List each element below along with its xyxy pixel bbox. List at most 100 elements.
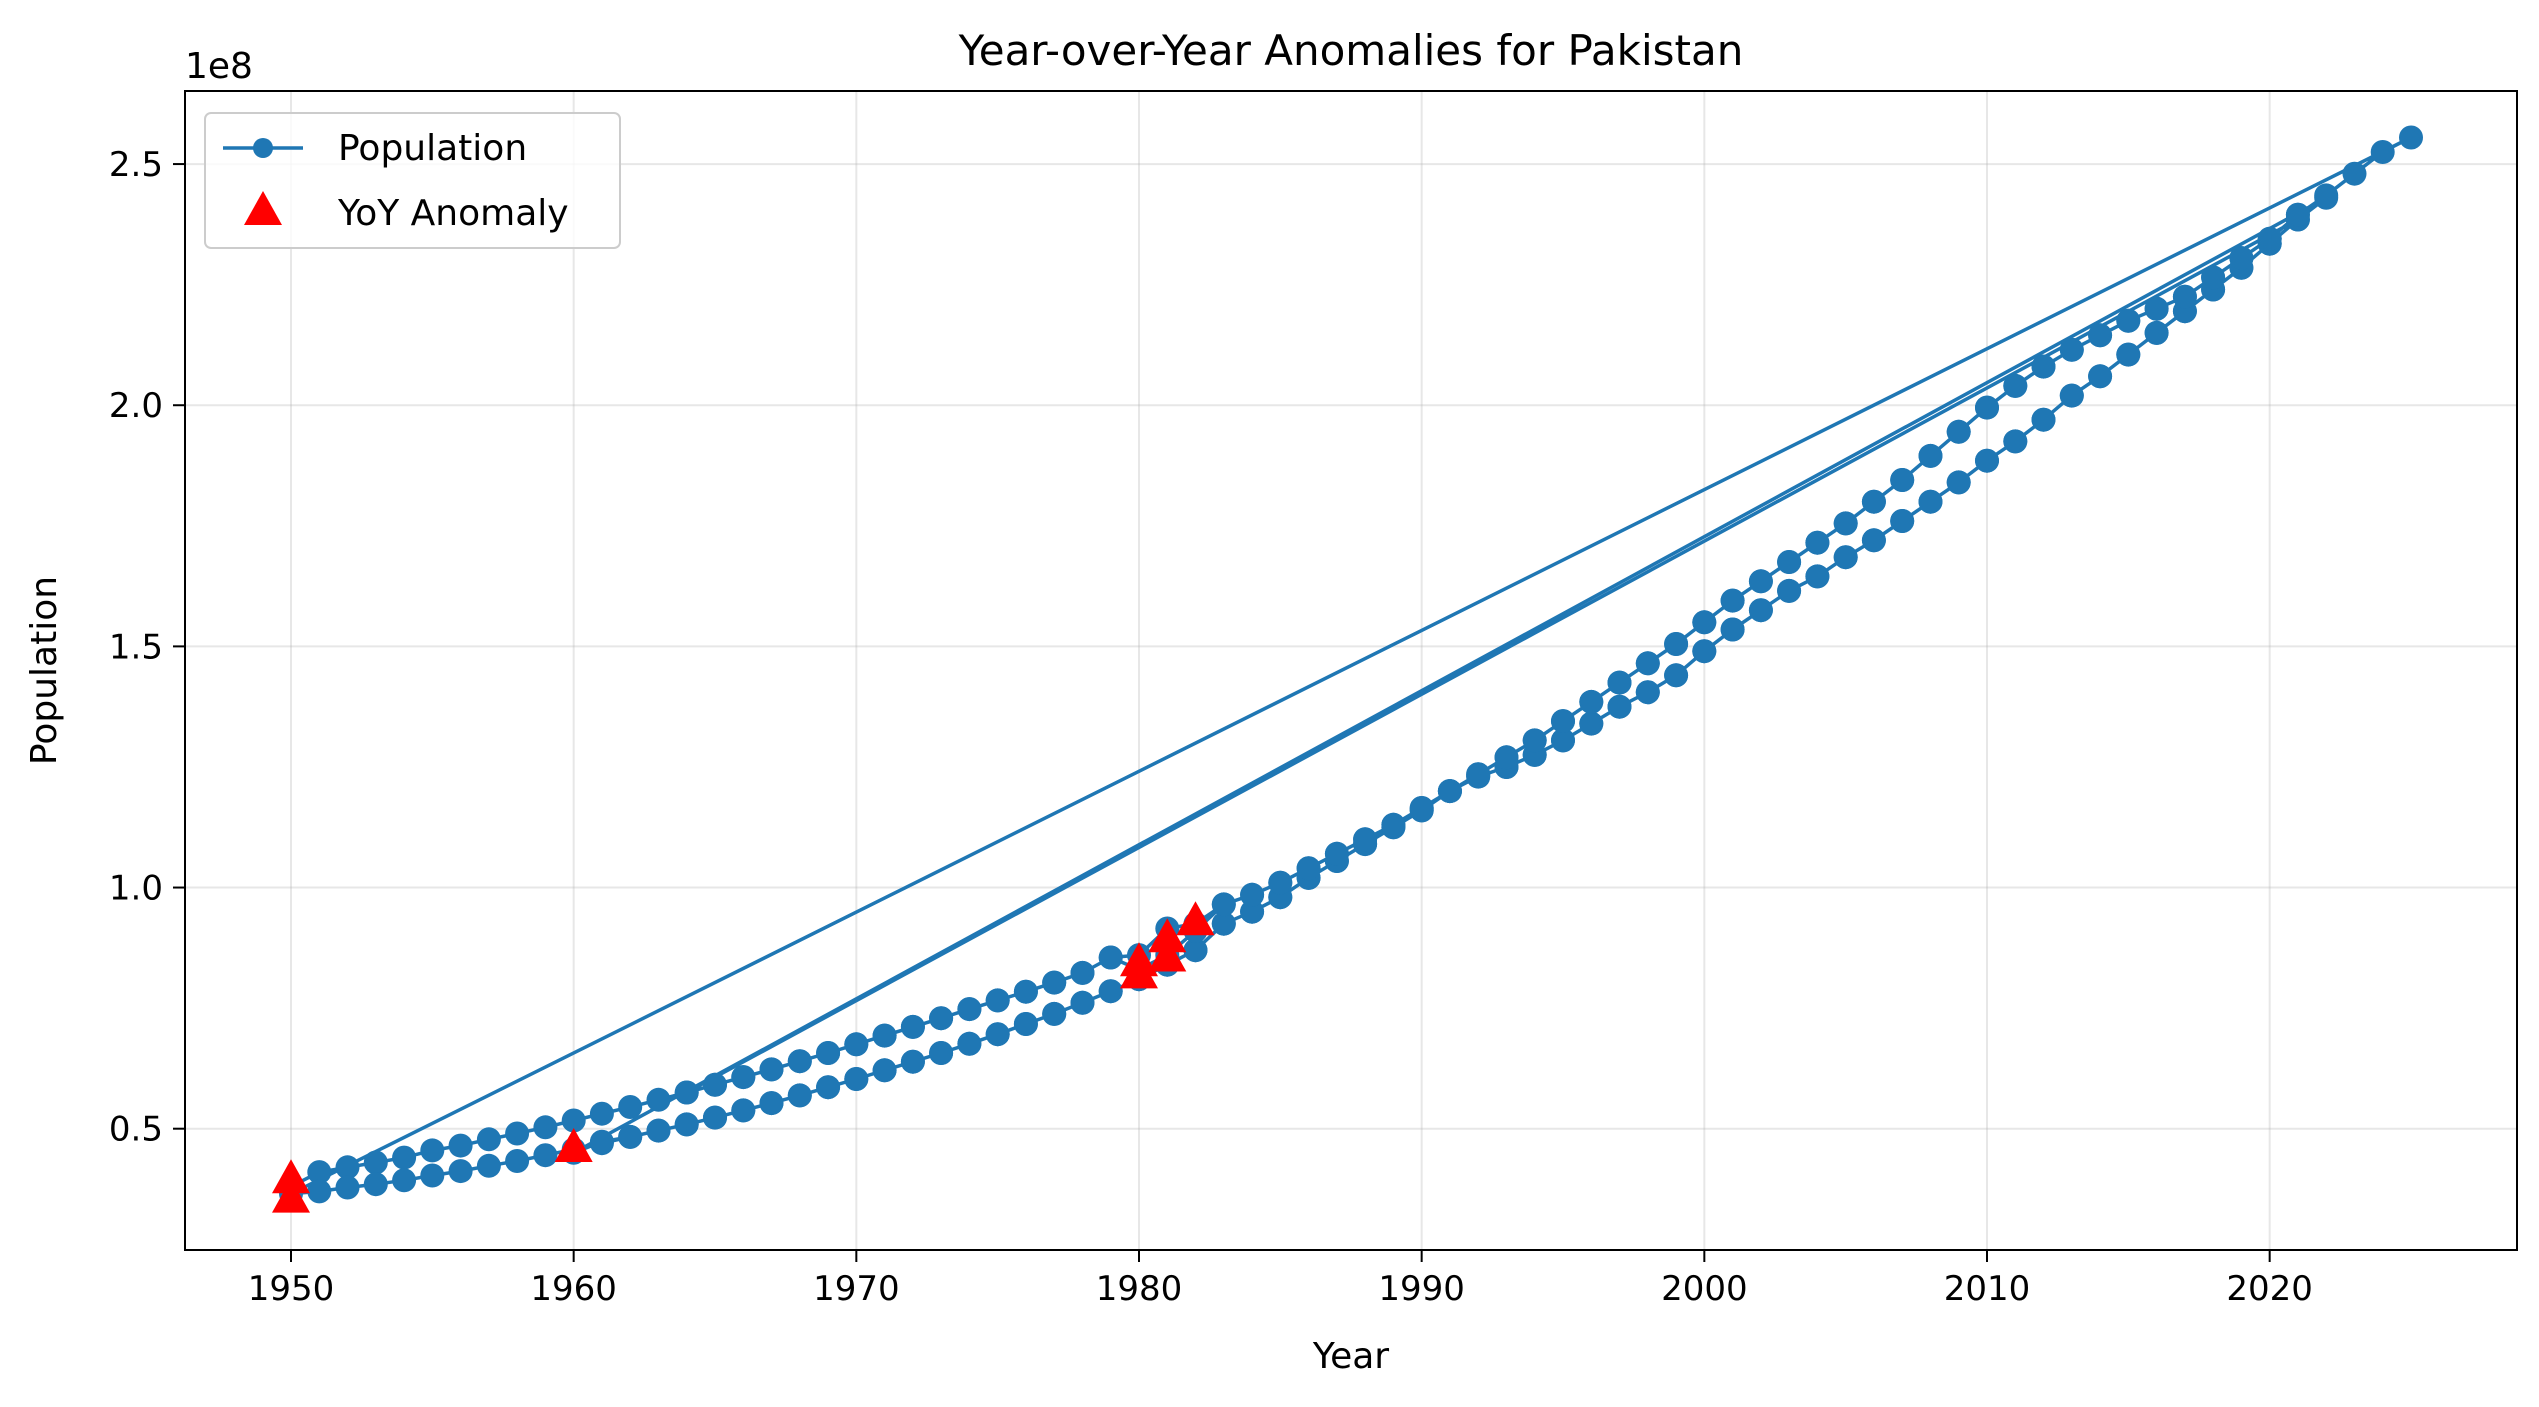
population-point <box>1946 470 1971 495</box>
population-point <box>1805 564 1830 589</box>
population-point <box>759 1091 784 1116</box>
population-point <box>872 1058 897 1083</box>
population-point <box>2031 407 2056 432</box>
population-point <box>1466 762 1491 787</box>
population-point <box>1975 395 1999 420</box>
anomaly-point <box>554 1128 593 1162</box>
population-point <box>307 1160 332 1185</box>
population-point <box>1494 745 1519 770</box>
population-point <box>363 1150 388 1175</box>
population-point <box>420 1138 445 1163</box>
population-point <box>2116 342 2141 367</box>
population-point <box>1240 882 1265 907</box>
population-point <box>2314 185 2339 210</box>
population-point <box>1805 530 1830 555</box>
population-point <box>1183 938 1208 963</box>
population-point <box>900 1014 925 1039</box>
population-point <box>674 1112 699 1137</box>
population-point <box>505 1121 530 1146</box>
population-point <box>392 1145 417 1170</box>
population-point <box>646 1118 671 1143</box>
population-point <box>1579 689 1604 714</box>
x-axis-label: Year <box>1312 1336 1389 1377</box>
population-point <box>731 1065 756 1090</box>
anomaly-point <box>272 1178 310 1213</box>
population-point <box>392 1168 417 1193</box>
population-point <box>1324 841 1349 866</box>
population-point <box>816 1041 841 1065</box>
population-point <box>1211 892 1236 917</box>
population-point <box>1890 468 1915 492</box>
population-point <box>1240 899 1265 924</box>
population-point <box>1070 990 1095 1015</box>
legend-anomaly-marker <box>244 191 282 225</box>
population-point <box>2003 429 2028 454</box>
y-axis-offset-label: 1e8 <box>185 46 253 87</box>
population-point <box>618 1124 643 1149</box>
anomaly-point <box>272 1159 310 1194</box>
population-point <box>2229 246 2254 271</box>
population-point <box>1437 779 1462 804</box>
population-point <box>533 1143 558 1168</box>
population-point <box>1861 489 1886 514</box>
population-point <box>1296 856 1321 881</box>
population-point <box>759 1057 784 1082</box>
population-point <box>2031 354 2056 379</box>
population-point <box>1777 550 1802 574</box>
population-point <box>2399 125 2423 150</box>
population-point <box>1098 979 1123 1004</box>
population-point <box>1042 970 1067 995</box>
population-point <box>1692 610 1717 635</box>
chart-title: Year-over-Year Anomalies for Pakistan <box>958 26 1744 75</box>
population-point <box>1890 509 1915 533</box>
x-tick-label: 1980 <box>1096 1269 1183 1309</box>
population-point <box>731 1098 756 1123</box>
population-point <box>1720 588 1745 613</box>
population-point <box>2285 202 2310 227</box>
population-point <box>2342 161 2367 186</box>
population-point <box>703 1105 727 1130</box>
population-point <box>561 1108 586 1133</box>
y-axis: 0.5 1.0 1.5 2.0 2.5 <box>109 145 185 1150</box>
population-point <box>1975 448 1999 473</box>
population-point <box>1579 711 1604 736</box>
population-point <box>1692 639 1717 664</box>
population-point <box>2144 296 2169 321</box>
population-point <box>476 1153 501 1178</box>
legend-box <box>204 112 621 249</box>
anomaly-markers <box>272 901 1215 1213</box>
anomaly-point <box>1148 918 1187 953</box>
population-point <box>363 1172 388 1197</box>
legend-label-population: Population <box>338 128 527 169</box>
y-tick-label: 2.0 <box>109 386 163 426</box>
x-tick-label: 1970 <box>813 1269 900 1309</box>
population-point <box>533 1115 558 1140</box>
population-point <box>2370 140 2395 164</box>
population-point <box>929 1041 954 1065</box>
y-tick-label: 0.5 <box>109 1110 163 1150</box>
population-point <box>1833 511 1858 536</box>
population-point <box>1946 419 1971 444</box>
x-tick-label: 1960 <box>530 1269 617 1309</box>
population-point <box>1664 632 1689 656</box>
legend-label-anomaly: YoY Anomaly <box>337 193 569 234</box>
population-point <box>2116 308 2141 333</box>
population-point <box>505 1149 530 1173</box>
population-point <box>1013 979 1038 1004</box>
population-point <box>844 1032 869 1057</box>
population-point <box>703 1072 727 1097</box>
population-point <box>1635 680 1660 705</box>
y-tick-label: 2.5 <box>109 145 163 185</box>
population-point <box>476 1127 501 1152</box>
population-point <box>2201 265 2226 290</box>
population-point <box>1918 489 1943 514</box>
population-point <box>985 988 1010 1013</box>
population-point <box>589 1101 614 1126</box>
population-point <box>1918 443 1943 468</box>
x-tick-label: 1950 <box>248 1269 335 1309</box>
y-tick-label: 1.0 <box>109 869 163 909</box>
population-point <box>1861 528 1886 553</box>
population-point <box>420 1163 445 1188</box>
population-point <box>1551 709 1575 734</box>
